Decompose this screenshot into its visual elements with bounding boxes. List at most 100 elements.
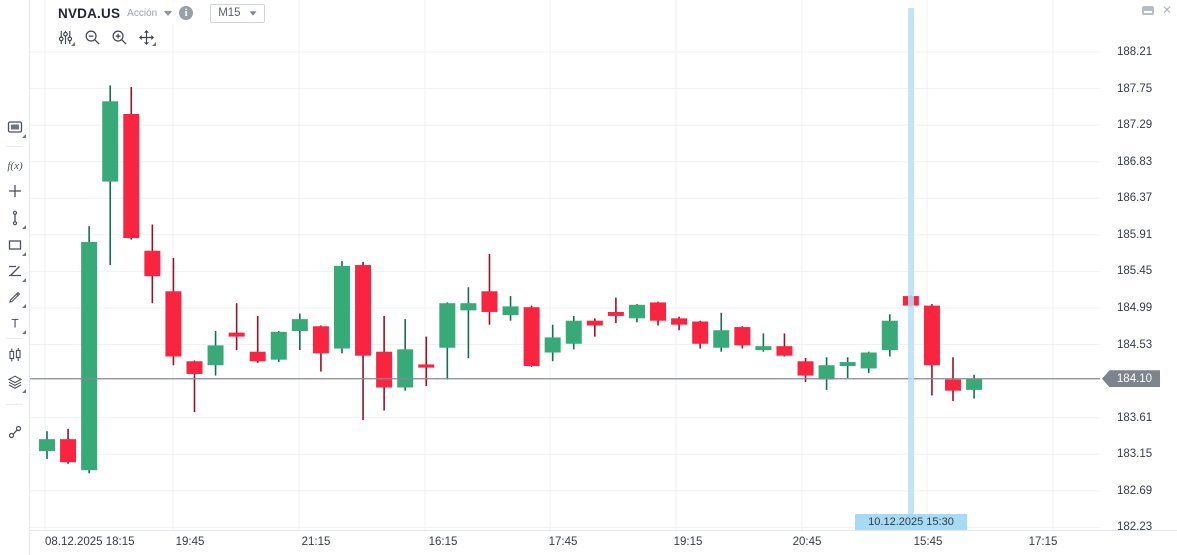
time-axis-label: 17:15 xyxy=(1028,536,1058,548)
candle-wick xyxy=(846,357,849,378)
candle-wick xyxy=(488,253,491,325)
candle xyxy=(186,361,203,374)
text-tool-button[interactable]: T xyxy=(3,311,27,335)
share-button[interactable] xyxy=(3,420,27,444)
crosshair-button[interactable] xyxy=(3,179,27,203)
candle xyxy=(650,302,667,321)
pan-button[interactable] xyxy=(135,27,157,47)
price-axis-label: 184.99 xyxy=(1117,301,1153,314)
text-icon: T xyxy=(11,317,19,331)
candle xyxy=(270,331,287,360)
price-axis-label: 185.91 xyxy=(1117,228,1153,241)
shape-tool-button[interactable] xyxy=(3,233,27,257)
sidebar-divider xyxy=(6,338,23,339)
candle xyxy=(144,250,161,277)
rectangle-icon xyxy=(8,240,22,250)
close-icon[interactable]: ✕ xyxy=(1161,3,1172,17)
drawing-toolbar: f(x) xyxy=(0,0,30,555)
symbol-name: NVDA.US xyxy=(58,5,121,21)
candle xyxy=(165,291,182,357)
candle xyxy=(249,351,266,362)
candle-wick xyxy=(615,297,617,324)
time-axis-label: 20:45 xyxy=(792,536,822,548)
candle xyxy=(544,337,561,353)
candle xyxy=(755,346,772,351)
zoom-in-icon xyxy=(112,30,127,45)
candle xyxy=(481,291,498,312)
time-axis-label: 19:45 xyxy=(175,536,205,548)
candle xyxy=(713,330,730,348)
candle xyxy=(797,361,814,376)
sidebar-divider xyxy=(6,146,23,147)
timeframe-value: M15 xyxy=(218,7,241,19)
candle xyxy=(860,352,877,369)
candle xyxy=(291,319,308,332)
candle xyxy=(586,320,603,326)
price-axis-label: 182.69 xyxy=(1117,484,1153,497)
candle xyxy=(923,305,940,366)
candle xyxy=(207,345,224,366)
timeframe-select[interactable]: M15 xyxy=(210,3,265,23)
brush-tool-button[interactable] xyxy=(3,285,27,309)
measure-tool-button[interactable] xyxy=(3,206,27,230)
sidebar-divider xyxy=(6,404,23,405)
candle xyxy=(776,346,793,356)
instrument-type-label: Acción xyxy=(127,7,158,19)
symbol-header: NVDA.US Acción i M15 xyxy=(52,2,271,24)
price-axis-label: 184.53 xyxy=(1117,338,1153,351)
crosshair-time-label: 10.12.2025 15:30 xyxy=(855,514,967,530)
candle-wick xyxy=(235,303,238,351)
price-axis-label: 187.75 xyxy=(1117,82,1153,95)
timeframe-caret-icon xyxy=(249,10,256,16)
candle xyxy=(460,303,477,311)
symbol-dropdown-caret-icon[interactable] xyxy=(164,10,173,16)
candle xyxy=(734,327,751,346)
candles-tool-button[interactable] xyxy=(3,343,27,367)
fibonacci-tool-button[interactable] xyxy=(3,259,27,283)
chart-toolbar xyxy=(54,27,157,47)
chart-layout-button[interactable] xyxy=(3,115,27,139)
candle-wick xyxy=(467,287,470,359)
zoom-out-button[interactable] xyxy=(81,27,103,47)
time-axis-label: 21:15 xyxy=(301,536,331,548)
brush-icon xyxy=(9,291,21,303)
sliders-icon xyxy=(58,30,72,44)
candles-icon xyxy=(9,348,21,362)
candle xyxy=(418,364,435,368)
candle xyxy=(439,303,456,348)
price-axis-label: 185.45 xyxy=(1117,265,1153,278)
candle xyxy=(376,351,393,388)
info-icon[interactable]: i xyxy=(179,6,194,20)
zoom-in-button[interactable] xyxy=(108,27,130,47)
time-axis[interactable]: 08.12.2025 18:15 19:45 21:15 16:15 17:45 19:1… xyxy=(0,530,1177,555)
price-axis-label: 187.29 xyxy=(1117,119,1153,132)
layers-button[interactable] xyxy=(3,370,27,394)
candle xyxy=(397,349,414,388)
candle xyxy=(502,306,519,316)
candle xyxy=(671,318,688,325)
price-axis-label: 186.37 xyxy=(1117,192,1153,205)
candle-wick xyxy=(594,318,596,337)
candle xyxy=(312,326,329,354)
price-axis[interactable]: 184.10 188.21 187.75 187.29 186.83 186.37 185… xyxy=(1100,0,1177,533)
candle xyxy=(60,439,77,463)
candle xyxy=(692,321,709,344)
time-axis-label: 08.12.2025 18:15 xyxy=(45,536,135,548)
candle-wick xyxy=(299,313,301,351)
time-axis-label: 16:15 xyxy=(428,536,458,548)
window-controls: ✕ xyxy=(1141,3,1172,17)
time-axis-label: 17:45 xyxy=(548,536,578,548)
indicators-button[interactable]: f(x) xyxy=(3,153,27,177)
candle-wick xyxy=(425,336,428,386)
candle-wick xyxy=(256,315,259,363)
svg-text:T: T xyxy=(11,317,19,331)
function-icon: f(x) xyxy=(7,160,23,172)
price-axis-label: 188.21 xyxy=(1117,46,1153,58)
chart-settings-button[interactable] xyxy=(54,27,76,47)
minimize-icon[interactable] xyxy=(1141,5,1154,15)
time-axis-label: 15:45 xyxy=(913,536,943,548)
current-price-badge: 184.10 xyxy=(1102,370,1160,388)
time-axis-label: 19:15 xyxy=(673,536,703,548)
